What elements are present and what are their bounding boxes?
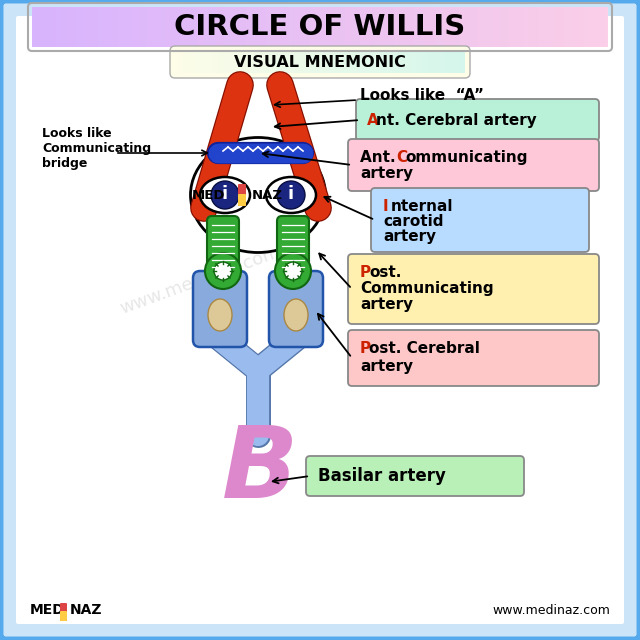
Text: artery: artery xyxy=(360,296,413,312)
Circle shape xyxy=(275,253,311,289)
FancyBboxPatch shape xyxy=(306,456,524,496)
Text: artery: artery xyxy=(360,166,413,180)
Ellipse shape xyxy=(234,188,244,195)
Text: www.medinaz.com: www.medinaz.com xyxy=(117,243,283,317)
Text: A: A xyxy=(367,113,379,127)
Text: Ant.: Ant. xyxy=(360,150,401,164)
Text: I: I xyxy=(383,198,388,214)
Circle shape xyxy=(214,262,232,280)
Ellipse shape xyxy=(266,177,316,213)
Text: i: i xyxy=(222,185,228,203)
Text: Communicating: Communicating xyxy=(360,280,493,296)
Text: i: i xyxy=(288,185,294,203)
FancyBboxPatch shape xyxy=(348,139,599,191)
FancyBboxPatch shape xyxy=(170,46,470,78)
Text: carotid: carotid xyxy=(383,214,444,228)
FancyBboxPatch shape xyxy=(16,16,624,624)
Text: NAZ: NAZ xyxy=(252,189,283,202)
Text: artery: artery xyxy=(383,228,436,243)
Text: VISUAL MNEMONIC: VISUAL MNEMONIC xyxy=(234,54,406,70)
FancyBboxPatch shape xyxy=(356,99,599,141)
FancyBboxPatch shape xyxy=(207,216,239,278)
FancyBboxPatch shape xyxy=(60,611,67,621)
FancyBboxPatch shape xyxy=(238,194,246,206)
Text: NAZ: NAZ xyxy=(70,603,102,617)
Text: B: B xyxy=(222,422,298,518)
FancyBboxPatch shape xyxy=(371,188,589,252)
Text: CIRCLE OF WILLIS: CIRCLE OF WILLIS xyxy=(174,13,466,41)
Circle shape xyxy=(211,181,239,209)
FancyBboxPatch shape xyxy=(277,216,309,278)
Text: ost. Cerebral: ost. Cerebral xyxy=(369,340,480,355)
Text: ommunicating: ommunicating xyxy=(405,150,527,164)
Ellipse shape xyxy=(200,177,250,213)
Ellipse shape xyxy=(191,138,326,253)
FancyBboxPatch shape xyxy=(269,271,323,347)
Text: C: C xyxy=(396,150,407,164)
FancyBboxPatch shape xyxy=(348,330,599,386)
Ellipse shape xyxy=(284,299,308,331)
Text: Looks like  “A”: Looks like “A” xyxy=(360,88,484,102)
FancyBboxPatch shape xyxy=(60,603,67,621)
Text: Basilar artery: Basilar artery xyxy=(318,467,446,485)
Text: Looks like
Communicating
bridge: Looks like Communicating bridge xyxy=(42,127,151,170)
Text: ost.: ost. xyxy=(369,264,401,280)
Text: P: P xyxy=(360,264,371,280)
Text: artery: artery xyxy=(360,358,413,374)
Text: nternal: nternal xyxy=(391,198,454,214)
Circle shape xyxy=(277,181,305,209)
Text: MED: MED xyxy=(192,189,225,202)
Ellipse shape xyxy=(206,188,216,195)
Text: www.medinaz.com: www.medinaz.com xyxy=(492,604,610,616)
Text: nt. Cerebral artery: nt. Cerebral artery xyxy=(376,113,537,127)
Circle shape xyxy=(284,262,302,280)
Ellipse shape xyxy=(208,299,232,331)
Text: MED: MED xyxy=(30,603,65,617)
FancyBboxPatch shape xyxy=(193,271,247,347)
Ellipse shape xyxy=(300,188,310,195)
FancyBboxPatch shape xyxy=(238,184,246,206)
Text: P: P xyxy=(360,340,371,355)
Circle shape xyxy=(205,253,241,289)
Ellipse shape xyxy=(272,188,282,195)
FancyBboxPatch shape xyxy=(348,254,599,324)
